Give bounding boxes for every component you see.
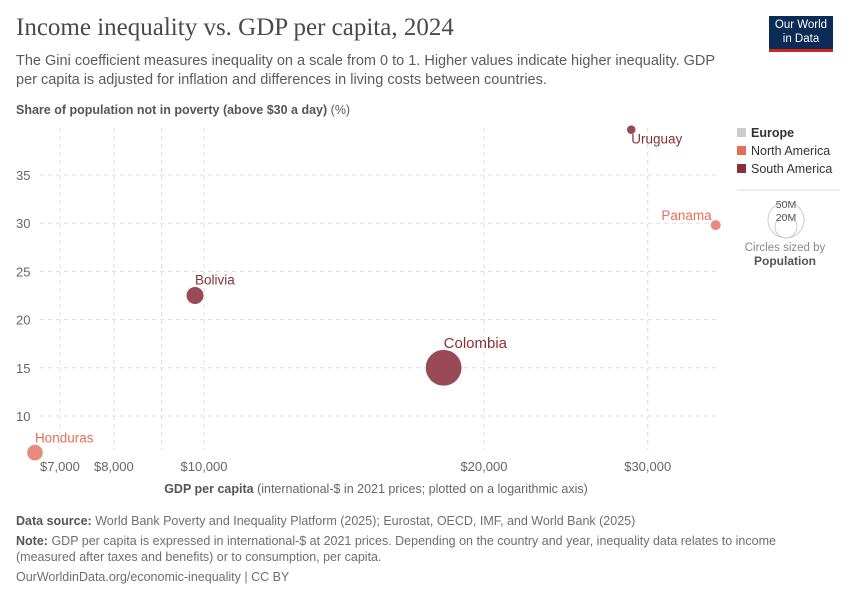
point-label: Colombia: [444, 335, 508, 352]
x-tick-label: $8,000: [94, 459, 134, 474]
y-tick-label: 25: [16, 264, 30, 279]
y-tick-label: 30: [16, 216, 30, 231]
size-legend-label: 20M: [776, 212, 796, 224]
y-tick-label: 10: [16, 409, 30, 424]
chart-subtitle: The Gini coefficient measures inequality…: [16, 53, 715, 88]
x-tick-label: $20,000: [460, 459, 507, 474]
legend-swatch: [737, 128, 746, 137]
y-axis-label: Share of population not in poverty (abov…: [16, 103, 351, 117]
data-point-uruguay: [626, 124, 637, 135]
size-legend-variable: Population: [754, 254, 816, 268]
legend-swatch: [737, 164, 746, 173]
data-point-colombia: [425, 349, 463, 387]
source-url[interactable]: OurWorldinData.org/economic-inequality |…: [16, 570, 290, 584]
size-legend-caption: Circles sized by: [745, 242, 826, 254]
size-legend-circle-small: [774, 215, 798, 239]
data-source: Data source: World Bank Poverty and Ineq…: [16, 514, 636, 528]
y-tick-label: 20: [16, 313, 30, 328]
x-tick-label: $30,000: [624, 459, 671, 474]
point-label: Bolivia: [195, 273, 235, 288]
y-tick-label: 35: [16, 168, 30, 183]
note: Note: GDP per capita is expressed in int…: [16, 534, 776, 564]
data-point-honduras: [26, 444, 44, 462]
size-legend-label: 50M: [776, 199, 796, 211]
point-label: Uruguay: [631, 132, 682, 147]
legend-item: South America: [751, 162, 832, 176]
point-label: Panama: [661, 208, 712, 223]
y-tick-label: 15: [16, 361, 30, 376]
legend-item: North America: [751, 144, 830, 158]
x-tick-label: $10,000: [181, 459, 228, 474]
data-point-bolivia: [185, 286, 205, 305]
legend-swatch: [737, 146, 746, 155]
x-axis-label: GDP per capita (international-$ in 2021 …: [164, 482, 588, 496]
owid-logo[interactable]: Our World in Data: [769, 16, 833, 52]
x-tick-label: $7,000: [40, 459, 80, 474]
legend-item: Europe: [751, 126, 794, 140]
chart-title: Income inequality vs. GDP per capita, 20…: [16, 14, 454, 41]
point-label: Honduras: [35, 431, 94, 446]
data-point-panama: [710, 219, 722, 231]
